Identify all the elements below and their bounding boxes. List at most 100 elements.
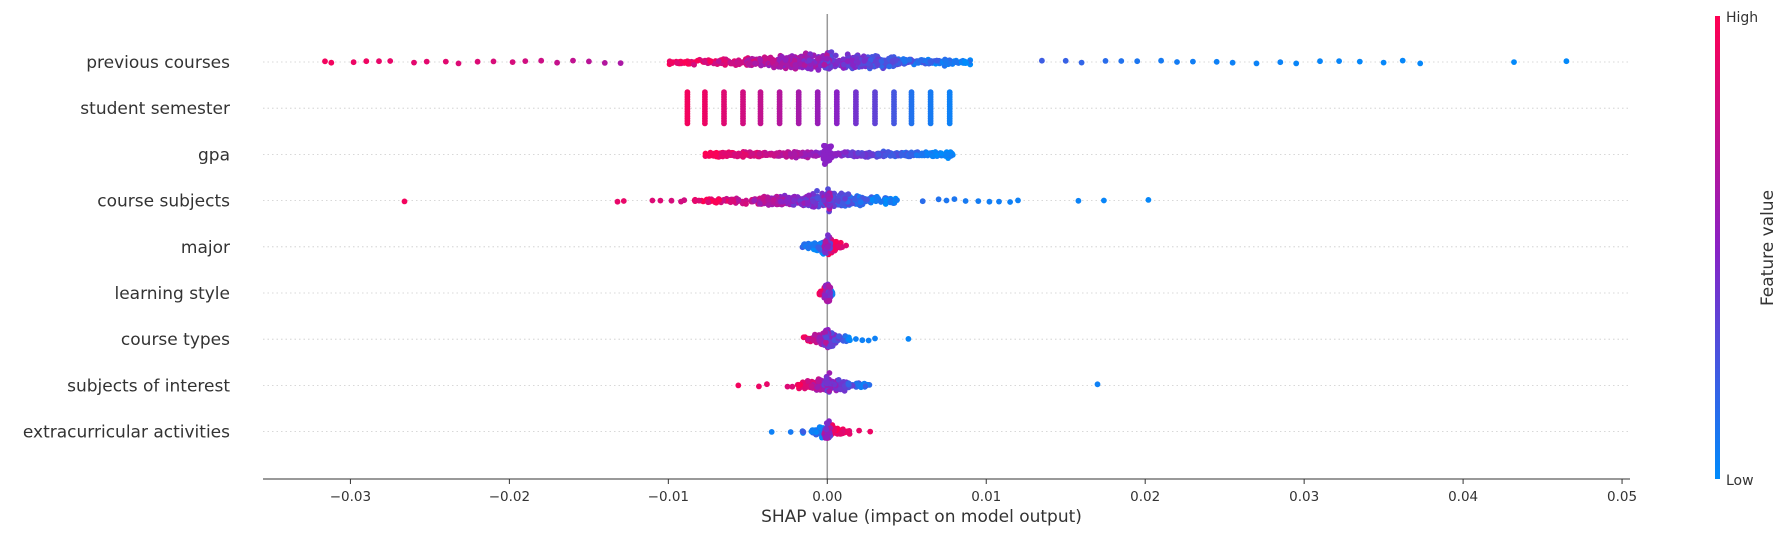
shap-point: [776, 120, 783, 127]
shap-point: [875, 151, 882, 158]
feature-rows: previous courses student semester gpa cours…: [23, 53, 1630, 443]
shap-point: [787, 151, 793, 157]
x-tick-label: −0.02: [489, 489, 530, 505]
shap-point: [782, 150, 789, 157]
shap-point: [328, 59, 335, 66]
shap-point: [867, 428, 874, 435]
shap-point: [601, 60, 608, 66]
shap-point: [853, 120, 859, 127]
shap-point: [1078, 59, 1085, 66]
shap-point: [1158, 57, 1164, 64]
shap-point: [821, 161, 828, 168]
shap-point: [806, 57, 813, 64]
shap-point: [707, 58, 714, 65]
shap-point: [908, 151, 914, 158]
shap-point: [791, 197, 797, 204]
shap-point: [814, 120, 821, 127]
shap-point: [814, 188, 820, 194]
shap-point: [363, 58, 370, 65]
shap-point: [882, 196, 889, 203]
shap-point: [1253, 60, 1260, 67]
feature-label: major: [181, 238, 230, 258]
shap-point: [913, 152, 920, 159]
shap-point: [522, 58, 529, 64]
shap-point: [827, 342, 834, 349]
shap-point: [702, 150, 709, 157]
shap-point: [768, 429, 775, 435]
shap-point: [1563, 58, 1570, 65]
shap-point: [769, 58, 776, 65]
shap-point: [919, 198, 926, 205]
shap-point: [886, 63, 893, 70]
shap-point: [867, 151, 874, 158]
shap-point: [823, 339, 829, 346]
shap-point: [1007, 199, 1013, 205]
shap-point: [1336, 58, 1342, 64]
shap-point: [815, 55, 821, 62]
shap-point: [1293, 60, 1300, 67]
shap-point: [839, 200, 846, 207]
shap-point: [927, 120, 934, 127]
shap-point: [847, 152, 854, 158]
shap-point: [1190, 58, 1196, 65]
shap-point: [855, 149, 862, 156]
feature-label: extracurricular activities: [23, 423, 230, 443]
shap-point: [951, 196, 958, 203]
shap-point: [815, 244, 821, 251]
shap-point: [805, 244, 812, 251]
shap-point: [376, 58, 382, 65]
shap-point: [800, 334, 807, 341]
colorbar-low-label: Low: [1726, 473, 1754, 489]
shap-point: [837, 431, 844, 437]
shap-point: [696, 197, 702, 204]
shap-point: [824, 379, 830, 386]
shap-point: [791, 151, 798, 158]
shap-point: [735, 382, 742, 389]
shap-point: [715, 58, 722, 65]
shap-point: [872, 335, 878, 342]
shap-point: [762, 152, 769, 159]
shap-point: [857, 199, 864, 206]
shap-point: [684, 120, 691, 127]
shap-point: [962, 58, 968, 65]
colorbar: High Low Feature value: [1715, 10, 1778, 489]
shap-point: [1380, 59, 1387, 66]
shap-point: [810, 337, 816, 343]
shap-point: [707, 149, 714, 156]
x-axis: −0.03 −0.02 −0.01 0.00 0.01 0.02 0.03 0.04 0.05: [263, 478, 1637, 505]
shap-point: [1399, 57, 1406, 64]
shap-point: [825, 283, 832, 289]
shap-point: [821, 151, 827, 158]
shap-point: [726, 151, 733, 158]
shap-point: [861, 58, 868, 64]
shap-point: [841, 61, 847, 68]
shap-point: [824, 434, 830, 440]
shap-point: [810, 246, 817, 253]
shap-point: [826, 297, 833, 304]
shap-point: [538, 57, 545, 64]
shap-point: [756, 383, 762, 390]
shap-point: [1229, 59, 1236, 66]
shap-point: [891, 120, 897, 127]
shap-point: [859, 151, 866, 158]
shap-point: [996, 198, 1002, 205]
shap-point: [614, 198, 621, 205]
shap-point: [657, 197, 664, 204]
shap-point: [1102, 58, 1109, 64]
shap-point: [1101, 197, 1107, 204]
shap-point: [758, 62, 764, 69]
shap-point: [801, 62, 808, 68]
shap-point: [681, 197, 688, 204]
shap-point: [789, 383, 796, 390]
shap-point: [1174, 59, 1180, 65]
shap-point: [617, 60, 624, 66]
shap-point: [933, 57, 940, 64]
shap-point: [723, 59, 730, 66]
shap-point: [760, 195, 766, 201]
shap-point: [810, 242, 817, 249]
shap-point: [832, 52, 839, 59]
shap-point: [783, 198, 789, 205]
shap-point: [1277, 59, 1284, 66]
x-tick-label: 0.02: [1130, 489, 1160, 505]
